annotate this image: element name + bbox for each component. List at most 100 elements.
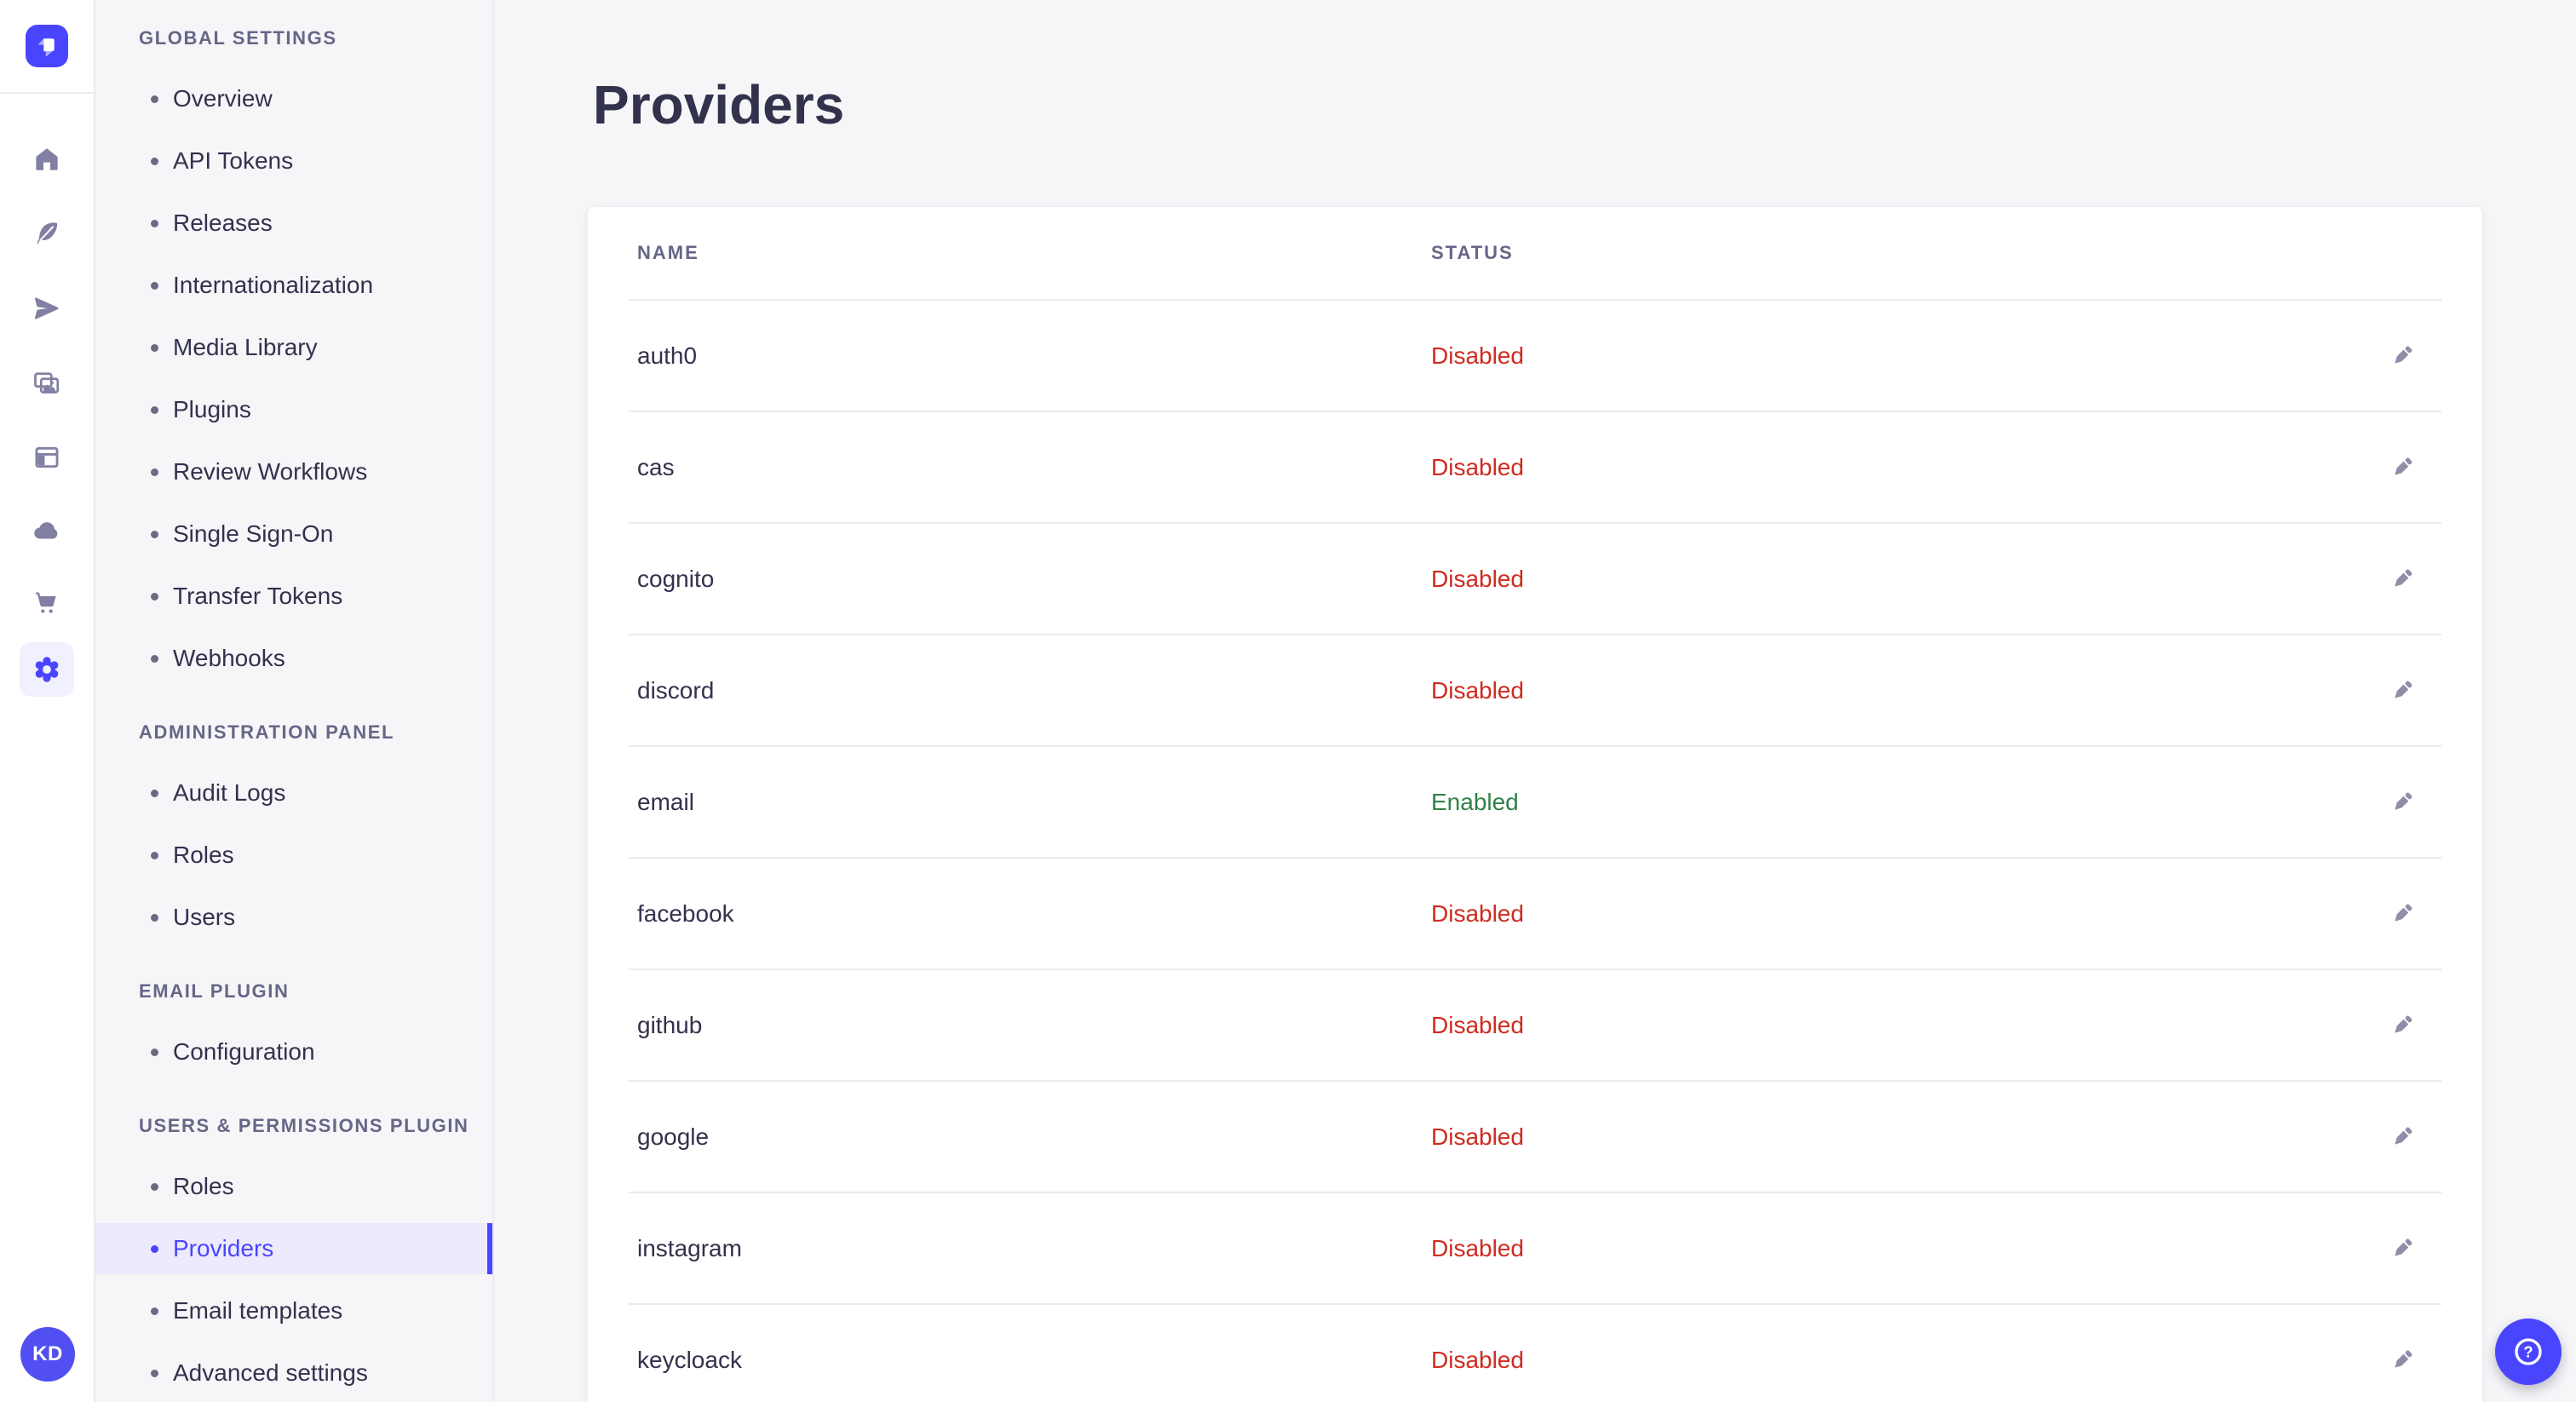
- provider-status: Disabled: [1431, 342, 1524, 369]
- bullet-icon: [151, 219, 158, 227]
- sidebar-item-label: API Tokens: [173, 147, 294, 174]
- rail-item-gear[interactable]: [20, 642, 74, 697]
- sidebar-item-webhooks[interactable]: Webhooks: [95, 633, 492, 684]
- table-row: instagram Disabled: [588, 1193, 2482, 1303]
- provider-name: cognito: [637, 565, 715, 592]
- sidebar-item-overview[interactable]: Overview: [95, 73, 492, 124]
- rail-item-feather[interactable]: [20, 206, 74, 261]
- gear-icon: [31, 653, 63, 686]
- sidebar-item-roles[interactable]: Roles: [95, 830, 492, 881]
- sidebar-item-label: Plugins: [173, 396, 251, 422]
- edit-provider-button[interactable]: [2383, 1007, 2421, 1044]
- edit-provider-button[interactable]: [2383, 1118, 2421, 1156]
- provider-status: Disabled: [1431, 453, 1524, 480]
- sidebar-item-roles[interactable]: Roles: [95, 1161, 492, 1212]
- strapi-logo-icon[interactable]: [26, 25, 68, 67]
- sidebar-item-api-tokens[interactable]: API Tokens: [95, 135, 492, 187]
- rail-item-cart[interactable]: [20, 576, 74, 630]
- rail-item-cloud[interactable]: [20, 503, 74, 558]
- bullet-icon: [151, 157, 158, 165]
- bullet-icon: [151, 1244, 158, 1253]
- edit-provider-button[interactable]: [2383, 1230, 2421, 1267]
- sidebar-item-label: Advanced settings: [173, 1359, 368, 1386]
- sidebar-item-label: Roles: [173, 1173, 234, 1199]
- row-divider: [629, 522, 2441, 524]
- svg-text:?: ?: [2523, 1343, 2533, 1361]
- edit-provider-button[interactable]: [2383, 1342, 2421, 1379]
- send-icon: [32, 294, 61, 323]
- main-content: Providers NAME STATUS auth0 Disabled cas Di…: [494, 0, 2576, 1402]
- table-row: facebook Disabled: [588, 859, 2482, 968]
- pencil-icon: [2388, 676, 2417, 705]
- rail-item-layout[interactable]: [20, 430, 74, 485]
- sidebar-item-label: Transfer Tokens: [173, 583, 343, 609]
- provider-name: facebook: [637, 899, 734, 927]
- bullet-icon: [151, 1369, 158, 1377]
- bullet-icon: [151, 95, 158, 103]
- provider-status: Disabled: [1431, 1011, 1524, 1038]
- sidebar-item-advanced-settings[interactable]: Advanced settings: [95, 1347, 492, 1399]
- edit-provider-button[interactable]: [2383, 895, 2421, 933]
- table-row: email Enabled: [588, 747, 2482, 857]
- sidebar-item-single-sign-on[interactable]: Single Sign-On: [95, 509, 492, 560]
- media-library-icon: [32, 368, 62, 399]
- table-row: google Disabled: [588, 1082, 2482, 1192]
- icon-rail: KD: [0, 0, 95, 1402]
- provider-status: Disabled: [1431, 1346, 1524, 1373]
- sidebar-item-providers[interactable]: Providers: [95, 1223, 492, 1274]
- edit-provider-button[interactable]: [2383, 784, 2421, 821]
- provider-status: Disabled: [1431, 1234, 1524, 1261]
- pencil-icon: [2388, 1234, 2417, 1263]
- sidebar-item-label: Review Workflows: [173, 458, 368, 485]
- bullet-icon: [151, 913, 158, 922]
- provider-name: auth0: [637, 342, 698, 369]
- cloud-icon: [32, 515, 62, 546]
- bullet-icon: [151, 405, 158, 414]
- pencil-icon: [2388, 899, 2417, 928]
- help-button[interactable]: ?: [2495, 1319, 2562, 1385]
- sidebar-item-configuration[interactable]: Configuration: [95, 1026, 492, 1077]
- sidebar-item-label: Overview: [173, 85, 273, 112]
- provider-name: google: [637, 1123, 710, 1150]
- sidebar-section-header: Global Settings: [139, 27, 337, 49]
- row-divider: [629, 634, 2441, 635]
- sidebar-item-transfer-tokens[interactable]: Transfer Tokens: [95, 571, 492, 622]
- row-divider: [629, 1303, 2441, 1305]
- edit-provider-button[interactable]: [2383, 337, 2421, 375]
- rail-item-media-library[interactable]: [20, 356, 74, 411]
- bullet-icon: [151, 1048, 158, 1056]
- sidebar-item-email-templates[interactable]: Email templates: [95, 1285, 492, 1336]
- provider-status: Disabled: [1431, 565, 1524, 592]
- sidebar-item-media-library[interactable]: Media Library: [95, 322, 492, 373]
- rail-item-home[interactable]: [20, 132, 74, 187]
- pencil-icon: [2388, 1123, 2417, 1152]
- sidebar-item-label: Internationalization: [173, 272, 374, 298]
- rail-item-send[interactable]: [20, 281, 74, 336]
- provider-name: github: [637, 1011, 703, 1038]
- sidebar-item-internationalization[interactable]: Internationalization: [95, 260, 492, 311]
- edit-provider-button[interactable]: [2383, 449, 2421, 486]
- provider-status: Enabled: [1431, 788, 1519, 815]
- row-divider: [629, 968, 2441, 970]
- provider-name: cas: [637, 453, 675, 480]
- table-row: cas Disabled: [588, 412, 2482, 522]
- sidebar-item-users[interactable]: Users: [95, 892, 492, 943]
- sidebar-item-label: Roles: [173, 842, 234, 868]
- bullet-icon: [151, 654, 158, 663]
- logo-area: [0, 0, 94, 94]
- sidebar-item-releases[interactable]: Releases: [95, 198, 492, 249]
- page-title: Providers: [593, 74, 845, 135]
- sidebar-item-review-workflows[interactable]: Review Workflows: [95, 446, 492, 497]
- edit-provider-button[interactable]: [2383, 560, 2421, 598]
- sidebar-item-label: Users: [173, 904, 236, 930]
- edit-provider-button[interactable]: [2383, 672, 2421, 710]
- sidebar-item-label: Providers: [173, 1235, 274, 1261]
- row-divider: [629, 1192, 2441, 1193]
- provider-name: keycloack: [637, 1346, 742, 1373]
- sidebar-item-plugins[interactable]: Plugins: [95, 384, 492, 435]
- sidebar-item-audit-logs[interactable]: Audit Logs: [95, 767, 492, 819]
- avatar[interactable]: KD: [20, 1327, 75, 1382]
- row-divider: [629, 857, 2441, 859]
- bullet-icon: [151, 530, 158, 538]
- layout-icon: [32, 443, 61, 472]
